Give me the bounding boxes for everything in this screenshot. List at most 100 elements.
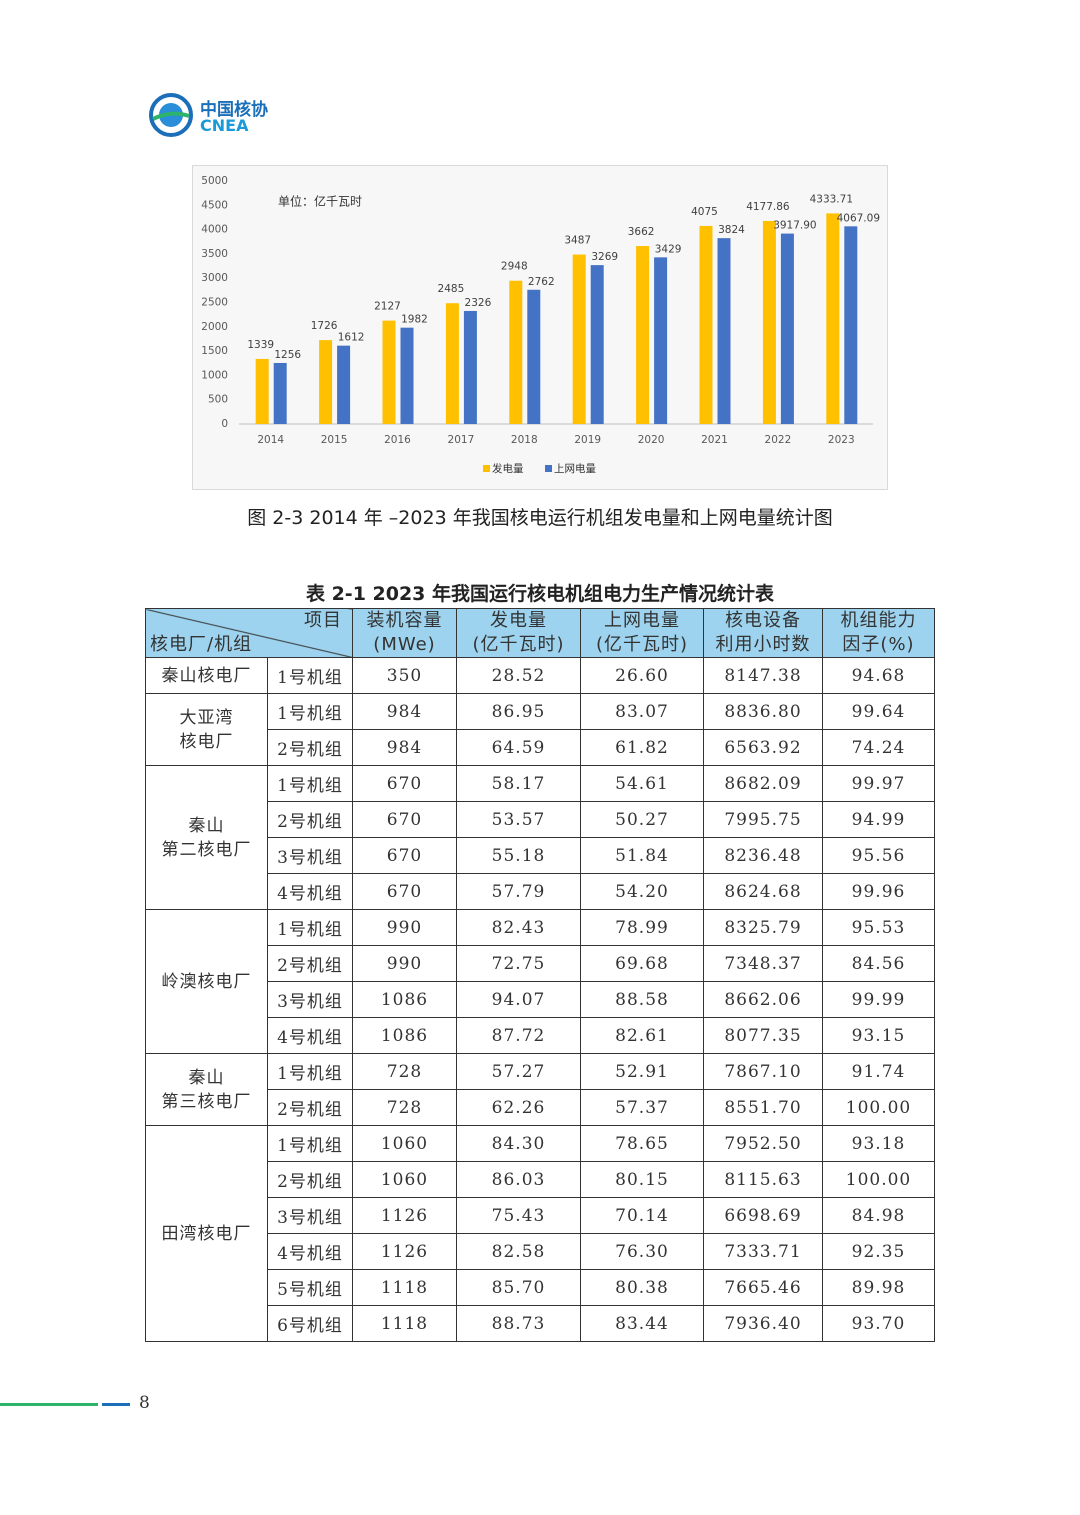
data-row: 秦山 第三核电厂 1号机组 728 57.27 52.91 7867.10 91.74	[145, 1053, 935, 1126]
value-label: 3662	[628, 226, 655, 238]
data-row: 6号机组 1118 88.73 83.44 7936.40 93.70	[146, 1305, 935, 1342]
y-tick-label: 5000	[201, 175, 228, 187]
value-cell: 8236.48	[703, 837, 823, 874]
value-cell: 984	[352, 693, 457, 730]
value-label: 3917.90	[773, 220, 816, 232]
x-tick-label: 2022	[765, 434, 792, 446]
value-cell: 8147.38	[703, 657, 823, 694]
x-tick-label: 2021	[701, 434, 728, 446]
bar	[509, 280, 523, 424]
value-cell: 86.95	[456, 693, 581, 730]
plant-name: 核电厂	[179, 731, 234, 752]
data-row: 4号机组 670 57.79 54.20 8624.68 99.96	[146, 873, 935, 910]
value-label: 2948	[501, 261, 528, 273]
unit-cell: 1号机组	[267, 693, 353, 730]
data-row: 秦山核电厂 1号机组 350 28.52 26.60 8147.38 94.68	[145, 657, 935, 694]
value-cell: 670	[352, 837, 457, 874]
y-tick-label: 4500	[201, 199, 228, 211]
y-tick-label: 2500	[201, 297, 228, 309]
unit-cell: 2号机组	[267, 729, 353, 766]
value-cell: 6698.69	[703, 1197, 823, 1234]
value-cell: 8115.63	[703, 1161, 823, 1198]
value-cell: 984	[352, 729, 457, 766]
data-row: 3号机组 1086 94.07 88.58 8662.06 99.99	[146, 981, 935, 1018]
value-cell: 91.74	[822, 1053, 935, 1090]
header-row: 项目 核电厂/机组 装机容量 (MWe) 发电量 (亿千瓦时) 上网电量 (亿千瓦时) 核电设备…	[145, 608, 935, 658]
y-tick-label: 2000	[201, 321, 228, 333]
value-cell: 86.03	[456, 1161, 581, 1198]
value-label: 2762	[528, 276, 555, 288]
value-cell: 55.18	[456, 837, 581, 874]
figure-caption: 图 2-3 2014 年 –2023 年我国核电运行机组发电量和上网电量统计图	[247, 507, 833, 529]
bar	[445, 303, 459, 424]
plant-name: 第二核电厂	[161, 839, 252, 860]
value-cell: 1118	[352, 1305, 457, 1342]
bar	[572, 254, 586, 424]
value-label: 4067.09	[837, 212, 880, 224]
header-text: 发电量	[490, 610, 547, 631]
bar	[780, 233, 794, 424]
value-cell: 87.72	[456, 1017, 581, 1054]
legend-swatch	[545, 465, 552, 472]
value-cell: 54.20	[580, 873, 704, 910]
value-cell: 6563.92	[703, 729, 823, 766]
footer-line	[0, 1403, 98, 1406]
x-tick-label: 2016	[384, 434, 411, 446]
value-cell: 990	[352, 945, 457, 982]
value-cell: 26.60	[580, 657, 704, 694]
data-row: 2号机组 1060 86.03 80.15 8115.63 100.00	[146, 1161, 935, 1198]
value-cell: 84.56	[822, 945, 935, 982]
value-cell: 8551.70	[703, 1089, 823, 1126]
value-cell: 7995.75	[703, 801, 823, 838]
plant-cell: 大亚湾 核电厂	[145, 693, 268, 766]
value-cell: 52.91	[580, 1053, 704, 1090]
plant-cell: 岭澳核电厂	[145, 909, 268, 1054]
bar	[273, 362, 287, 424]
value-cell: 670	[352, 873, 457, 910]
data-row: 5号机组 1118 85.70 80.38 7665.46 89.98	[146, 1269, 935, 1306]
value-cell: 1060	[352, 1161, 457, 1198]
data-row: 岭澳核电厂 1号机组 990 82.43 78.99 8325.79 95.53	[145, 909, 935, 1054]
value-label: 4333.71	[810, 193, 853, 205]
value-cell: 99.96	[822, 873, 935, 910]
value-cell: 7665.46	[703, 1269, 823, 1306]
value-cell: 94.68	[822, 657, 935, 694]
value-cell: 728	[352, 1053, 457, 1090]
y-tick-label: 3500	[201, 248, 228, 260]
value-cell: 93.18	[822, 1125, 935, 1162]
plant-name: 秦山	[188, 1067, 225, 1088]
value-label: 3487	[564, 235, 591, 247]
value-cell: 93.70	[822, 1305, 935, 1342]
bar	[636, 246, 650, 424]
value-cell: 58.17	[456, 765, 581, 802]
bar	[826, 213, 840, 424]
corner-cell: 项目 核电厂/机组	[145, 608, 353, 658]
value-cell: 57.79	[456, 873, 581, 910]
value-cell: 100.00	[822, 1089, 935, 1126]
bar	[319, 340, 333, 424]
unit-cell: 1号机组	[267, 1053, 353, 1090]
unit-cell: 2号机组	[267, 1089, 353, 1126]
bar	[255, 358, 269, 424]
unit-cell: 3号机组	[267, 981, 353, 1018]
plant-name: 秦山核电厂	[161, 665, 252, 686]
plant-name: 岭澳核电厂	[161, 971, 252, 992]
footer-line	[102, 1403, 130, 1406]
plant-name: 秦山	[188, 815, 225, 836]
bar	[762, 220, 776, 424]
value-cell: 8624.68	[703, 873, 823, 910]
value-cell: 7952.50	[703, 1125, 823, 1162]
header-cell: 装机容量 (MWe)	[352, 608, 457, 658]
value-cell: 80.38	[580, 1269, 704, 1306]
value-cell: 94.99	[822, 801, 935, 838]
value-cell: 1086	[352, 1017, 457, 1054]
value-label: 4177.86	[746, 201, 790, 213]
data-row: 2号机组 670 53.57 50.27 7995.75 94.99	[146, 801, 935, 838]
bar	[337, 345, 351, 424]
value-cell: 54.61	[580, 765, 704, 802]
data-row: 大亚湾 核电厂 1号机组 984 86.95 83.07 8836.80 99.64	[145, 693, 935, 766]
unit-cell: 1号机组	[267, 765, 353, 802]
data-row: 3号机组 670 55.18 51.84 8236.48 95.56	[146, 837, 935, 874]
value-cell: 75.43	[456, 1197, 581, 1234]
bar	[844, 226, 858, 424]
